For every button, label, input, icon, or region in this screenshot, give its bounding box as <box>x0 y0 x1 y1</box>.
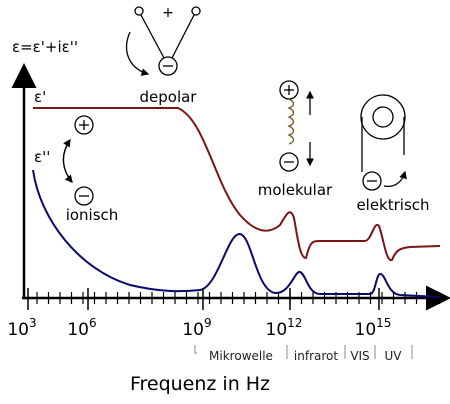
x-tick-label: 1012 <box>266 316 303 340</box>
formula: ε=ε'+iε'' <box>12 38 78 56</box>
tick-exponent: 15 <box>376 316 391 330</box>
x-tick-label: 103 <box>7 316 36 340</box>
epsilon-imag-curve <box>32 169 441 298</box>
x-ticks: 103 106 109 1012 1015 <box>7 288 391 340</box>
tick-base: 10 <box>7 320 29 340</box>
band-brackets <box>194 345 413 359</box>
tick-base: 10 <box>355 320 377 340</box>
band-label: Mikrowelle <box>209 349 273 363</box>
mechanism-label: ionisch <box>66 206 119 224</box>
x-tick-label: 106 <box>67 316 96 340</box>
tick-exponent: 12 <box>287 316 302 330</box>
band-label: UV <box>385 349 403 363</box>
mechanism-label: depolar <box>140 88 198 106</box>
dipole-icon <box>125 6 201 76</box>
eps-real-label: ε' <box>34 88 46 106</box>
dipole-plus: + <box>162 5 174 21</box>
tick-exponent: 6 <box>89 316 97 330</box>
tick-base: 10 <box>182 320 204 340</box>
ion-icon <box>62 115 94 206</box>
band-label: infrarot <box>294 349 338 363</box>
mechanism-label: molekular <box>258 181 333 199</box>
x-axis-label: Frequenz in Hz <box>130 373 270 395</box>
x-tick-label: 109 <box>182 316 211 340</box>
molecule-icon <box>279 80 314 172</box>
epsilon-real-curve <box>33 107 441 261</box>
mechanism-label: elektrisch <box>356 196 429 214</box>
tick-exponent: 3 <box>29 316 37 330</box>
band-label: VIS <box>350 349 369 363</box>
eps-imag-label: ε'' <box>34 148 50 166</box>
x-tick-label: 1015 <box>355 316 392 340</box>
atom-icon <box>360 94 407 191</box>
tick-base: 10 <box>266 320 288 340</box>
tick-base: 10 <box>67 320 89 340</box>
tick-exponent: 9 <box>204 316 212 330</box>
